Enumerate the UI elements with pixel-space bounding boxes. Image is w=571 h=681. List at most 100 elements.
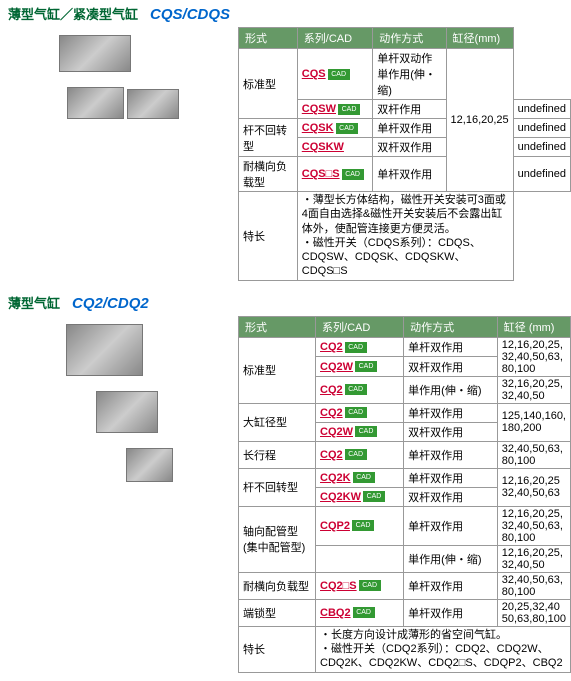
section-title: 薄型气缸／紧凑型气缸 CQS/CDQS xyxy=(0,0,571,27)
cad-icon[interactable]: CAD xyxy=(355,426,377,437)
cell-bore: 32,16,20,25,32,40,50 xyxy=(497,376,570,403)
cell-feature-text: ・薄型长方体结构，磁性开关安装可3面或4面自由选择&磁性开关安装后不会露出缸体外… xyxy=(297,192,513,281)
cell-series: CQ2CAD xyxy=(316,376,404,403)
cad-icon[interactable]: CAD xyxy=(345,449,367,460)
table-row: 杆不回转型CQ2KCAD单杆双作用12,16,20,2532,40,50,63 xyxy=(239,468,571,487)
section-title: 薄型气缸CQ2/CDQ2 xyxy=(0,289,571,316)
th-series: 系列/CAD xyxy=(316,316,404,337)
cad-icon[interactable]: CAD xyxy=(355,361,377,372)
cell-type: 长行程 xyxy=(239,441,316,468)
cell-action: 双杆双作用 xyxy=(404,357,498,377)
cad-icon[interactable]: CAD xyxy=(352,520,374,531)
cell-action: 双杆作用 xyxy=(373,100,446,119)
cell-bore: 12,16,20,25,32,40,50 xyxy=(497,545,570,572)
cell-action: 双杆双作用 xyxy=(404,487,498,506)
table-row: 标准型CQSCAD单杆双动作単作用(伸・缩)12,16,20,25 xyxy=(239,49,571,100)
cell-bore: 20,25,32,4050,63,80,100 xyxy=(497,599,570,626)
cad-icon[interactable]: CAD xyxy=(342,169,364,180)
heading-model: CQS/CDQS xyxy=(150,6,230,23)
cad-icon[interactable]: CAD xyxy=(328,69,350,80)
cad-icon[interactable]: CAD xyxy=(345,384,367,395)
product-image xyxy=(0,27,238,281)
cell-action: 単作用(伸・缩) xyxy=(404,376,498,403)
cell-series xyxy=(316,545,404,572)
th-bore: 缸径(mm) xyxy=(446,28,513,49)
series-link[interactable]: CQS□S xyxy=(302,168,340,180)
cell-series: CQP2CAD xyxy=(316,506,404,545)
series-link[interactable]: CQ2W xyxy=(320,426,353,438)
cell-series: CQS□SCAD xyxy=(297,157,372,192)
th-bore: 缸径 (mm) xyxy=(497,316,570,337)
th-action: 动作方式 xyxy=(373,28,446,49)
cell-series: CQ2WCAD xyxy=(316,357,404,377)
table-row: 耐横向负载型CQ2□SCAD单杆双作用32,40,50,63,80,100 xyxy=(239,572,571,599)
cad-icon[interactable]: CAD xyxy=(359,580,381,591)
spec-table: 形式系列/CAD动作方式缸径 (mm)标准型CQ2CAD单杆双作用12,16,2… xyxy=(238,316,571,673)
cad-icon[interactable]: CAD xyxy=(353,607,375,618)
cell-series: CQSKW xyxy=(297,138,372,157)
cell-feature-label: 特长 xyxy=(239,626,316,672)
series-link[interactable]: CQ2 xyxy=(320,384,343,396)
cell-action: 単作用(伸・缩) xyxy=(404,545,498,572)
cell-series: CQ2KCAD xyxy=(316,468,404,487)
th-type: 形式 xyxy=(239,316,316,337)
series-link[interactable]: CQS xyxy=(302,68,326,80)
cell-type: 耐横向负载型 xyxy=(239,572,316,599)
spec-table: 形式系列/CAD动作方式缸径(mm)标准型CQSCAD单杆双动作単作用(伸・缩)… xyxy=(238,27,571,281)
cell-type: 耐横向负载型 xyxy=(239,157,298,192)
cell-bore: 12,16,20,25,32,40,50,63,80,100 xyxy=(497,337,570,376)
cell-bore: 12,16,20,2532,40,50,63 xyxy=(497,468,570,506)
cell-bore: 12,16,20,25 xyxy=(446,49,513,192)
cad-icon[interactable]: CAD xyxy=(353,472,375,483)
series-link[interactable]: CQSW xyxy=(302,103,336,115)
series-link[interactable]: CQP2 xyxy=(320,520,350,532)
cell-series: CQSKCAD xyxy=(297,119,372,138)
series-link[interactable]: CQ2□S xyxy=(320,580,357,592)
cell-action: 双杆双作用 xyxy=(373,138,446,157)
cell-series: CQSWCAD xyxy=(297,100,372,119)
series-link[interactable]: CQ2KW xyxy=(320,491,361,503)
cell-bore: undefined xyxy=(513,138,570,157)
series-link[interactable]: CQ2 xyxy=(320,449,343,461)
table-row: 端锁型CBQ2CAD单杆双作用20,25,32,4050,63,80,100 xyxy=(239,599,571,626)
table-row: 耐横向负载型CQS□SCAD单杆双作用undefined xyxy=(239,157,571,192)
table-row: 标准型CQ2CAD单杆双作用12,16,20,25,32,40,50,63,80… xyxy=(239,337,571,357)
cad-icon[interactable]: CAD xyxy=(345,407,367,418)
cell-bore: undefined xyxy=(513,100,570,119)
cell-action: 单杆双作用 xyxy=(373,157,446,192)
heading-jp: 薄型气缸／紧凑型气缸 xyxy=(8,7,138,22)
cell-series: CBQ2CAD xyxy=(316,599,404,626)
series-link[interactable]: CQ2 xyxy=(320,407,343,419)
series-link[interactable]: CQSK xyxy=(302,122,334,134)
cell-series: CQ2KWCAD xyxy=(316,487,404,506)
cad-icon[interactable]: CAD xyxy=(363,491,385,502)
cell-bore: 125,140,160,180,200 xyxy=(497,403,570,441)
cad-icon[interactable]: CAD xyxy=(336,123,358,134)
cell-feature-text: ・长度方向设计成薄形的省空间气缸。・磁性开关（CDQ2系列）：CDQ2、CDQ2… xyxy=(316,626,571,672)
cell-action: 单杆双作用 xyxy=(404,572,498,599)
series-link[interactable]: CQSKW xyxy=(302,141,344,153)
cell-series: CQ2CAD xyxy=(316,441,404,468)
cell-type: 杆不回转型 xyxy=(239,119,298,157)
cell-type: 大缸径型 xyxy=(239,403,316,441)
table-row: 长行程CQ2CAD单杆双作用32,40,50,63,80,100 xyxy=(239,441,571,468)
cell-series: CQSCAD xyxy=(297,49,372,100)
th-type: 形式 xyxy=(239,28,298,49)
cell-action: 双杆双作用 xyxy=(404,422,498,441)
cell-series: CQ2CAD xyxy=(316,403,404,422)
series-link[interactable]: CQ2K xyxy=(320,472,351,484)
cell-series: CQ2□SCAD xyxy=(316,572,404,599)
cell-series: CQ2WCAD xyxy=(316,422,404,441)
series-link[interactable]: CQ2W xyxy=(320,361,353,373)
cell-bore: undefined xyxy=(513,119,570,138)
cell-action: 单杆双作用 xyxy=(404,506,498,545)
cell-action: 单杆双作用 xyxy=(404,441,498,468)
series-link[interactable]: CQ2 xyxy=(320,341,343,353)
cell-action: 单杆双作用 xyxy=(404,403,498,422)
cad-icon[interactable]: CAD xyxy=(345,342,367,353)
product-image xyxy=(0,316,238,673)
th-action: 动作方式 xyxy=(404,316,498,337)
cad-icon[interactable]: CAD xyxy=(338,104,360,115)
series-link[interactable]: CBQ2 xyxy=(320,607,351,619)
cell-action: 单杆双作用 xyxy=(404,468,498,487)
